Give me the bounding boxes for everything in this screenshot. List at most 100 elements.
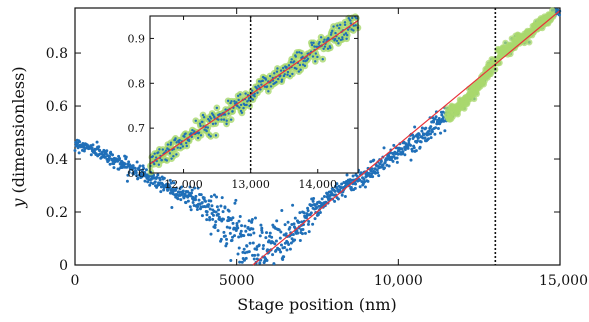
data-point — [306, 206, 310, 210]
data-point — [144, 173, 148, 177]
data-point — [259, 223, 263, 227]
inset-data-point — [211, 122, 215, 126]
data-point — [212, 193, 216, 197]
inset-data-point — [235, 101, 238, 104]
data-point — [159, 190, 163, 194]
inset-data-point — [310, 41, 313, 44]
data-point — [253, 216, 257, 220]
inset-data-point — [298, 51, 301, 54]
inset-data-point — [273, 72, 276, 75]
data-point — [216, 229, 220, 233]
data-point — [377, 174, 381, 178]
data-point — [358, 185, 362, 189]
inset-data-point — [300, 51, 303, 55]
data-point — [322, 195, 326, 199]
data-point — [149, 181, 153, 185]
data-point — [138, 164, 142, 168]
data-point — [228, 231, 232, 235]
data-point — [419, 140, 423, 144]
data-point — [260, 226, 264, 230]
inset-data-point — [265, 85, 269, 88]
inset-data-point — [247, 99, 250, 102]
data-point — [285, 248, 289, 252]
inset-data-point — [343, 33, 346, 36]
data-point — [371, 175, 375, 179]
data-point — [104, 155, 108, 159]
data-point — [307, 220, 311, 224]
data-point — [382, 166, 386, 170]
data-point — [335, 182, 339, 186]
inset-data-point — [355, 17, 358, 20]
data-point — [148, 183, 152, 187]
data-point — [279, 250, 283, 254]
inset-data-point — [312, 41, 315, 45]
data-point — [255, 247, 259, 251]
data-point — [430, 130, 434, 134]
inset-data-point — [165, 159, 169, 162]
data-point — [271, 253, 275, 257]
data-point — [204, 199, 208, 203]
inset-data-point — [337, 26, 341, 30]
data-point — [186, 190, 190, 194]
data-point — [278, 248, 282, 252]
data-point — [409, 158, 413, 162]
data-point — [366, 179, 370, 183]
inset-data-point — [331, 29, 334, 33]
data-point — [196, 186, 200, 190]
data-point — [208, 218, 212, 222]
data-point — [211, 213, 215, 217]
inset-data-point — [237, 98, 240, 102]
data-point — [228, 226, 232, 230]
data-point — [373, 167, 377, 171]
data-point — [257, 243, 261, 247]
y-tick-label: 0.6 — [46, 99, 68, 115]
data-point — [162, 188, 166, 192]
data-point — [183, 192, 187, 196]
inset-data-point — [208, 119, 211, 123]
data-point — [238, 260, 242, 264]
data-point — [234, 229, 238, 233]
data-point — [413, 125, 417, 129]
inset-data-point — [310, 43, 314, 47]
data-point — [255, 257, 259, 261]
data-point — [408, 137, 412, 141]
inset-data-point — [194, 119, 198, 122]
inset-data-point — [341, 36, 344, 39]
data-point — [123, 162, 127, 166]
data-point — [376, 171, 380, 175]
inset-data-point — [349, 22, 353, 25]
data-point — [345, 173, 349, 177]
data-point — [107, 154, 111, 158]
data-point — [403, 153, 407, 157]
inset-data-point — [238, 106, 241, 109]
data-point — [395, 156, 399, 160]
data-point — [105, 149, 109, 153]
data-point — [238, 214, 242, 218]
data-point — [443, 129, 447, 133]
data-point — [363, 185, 367, 189]
inset-data-point — [251, 98, 255, 101]
inset-data-point — [175, 153, 178, 156]
data-point — [274, 239, 278, 243]
inset-data-point — [354, 24, 357, 27]
inset-data-point — [243, 103, 247, 107]
data-point — [284, 232, 288, 236]
data-point — [247, 219, 251, 223]
inset-data-point — [301, 55, 304, 59]
data-point — [213, 225, 217, 229]
inset-data-point — [179, 146, 182, 150]
data-point — [429, 136, 433, 140]
inset-data-point — [214, 134, 218, 137]
data-point — [91, 143, 95, 147]
data-point — [238, 232, 242, 236]
inset-data-point — [153, 162, 156, 166]
data-point — [400, 147, 404, 151]
inset-data-point — [276, 67, 279, 70]
data-point — [277, 228, 281, 232]
inset-data-point — [351, 16, 354, 20]
inset-data-point — [295, 67, 298, 70]
data-point — [265, 231, 269, 235]
inset-y-ticks: 0.6 0.7 0.8 0.9 — [128, 32, 358, 180]
inset-data-point — [350, 28, 353, 31]
inset-data-point — [215, 106, 219, 110]
